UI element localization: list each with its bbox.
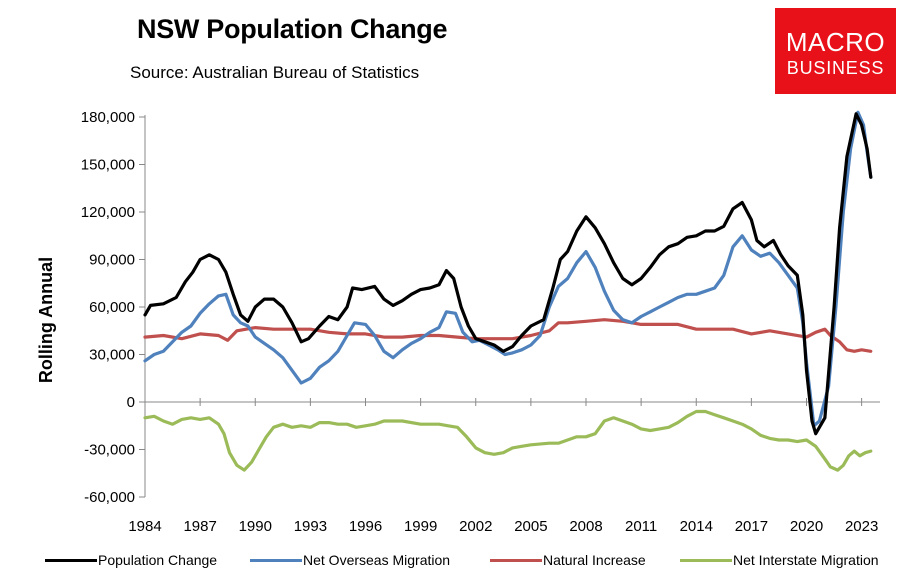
logo-line-2: BUSINESS: [786, 58, 885, 78]
x-tick-label: 1993: [294, 518, 327, 535]
legend-swatch: [680, 558, 732, 562]
x-tick-label: 2014: [680, 518, 713, 535]
legend-swatch: [45, 558, 97, 562]
macro-business-logo: MACRO BUSINESS: [775, 8, 896, 94]
x-tick-label: 1999: [404, 518, 437, 535]
legend-item-net-overseas-migration: Net Overseas Migration: [250, 552, 450, 568]
series-line-net-interstate-migration: [143, 409, 873, 472]
y-tick-label: 0: [127, 394, 135, 411]
x-tick-label: 1990: [239, 518, 272, 535]
x-tick-label: 2008: [569, 518, 602, 535]
x-tick-label: 1984: [128, 518, 161, 535]
x-tick-label: 2011: [625, 518, 657, 535]
legend-swatch: [490, 558, 542, 562]
legend-swatch: [250, 558, 302, 562]
y-tick-label: 150,000: [81, 157, 135, 174]
y-tick-label: 30,000: [89, 347, 135, 364]
x-tick-label: 2017: [735, 518, 768, 535]
y-tick-label: 90,000: [89, 252, 135, 269]
y-tick-label: 120,000: [81, 204, 135, 221]
legend-label: Net Overseas Migration: [303, 552, 451, 568]
x-tick-label: 2020: [790, 518, 823, 535]
series-line-population-change: [143, 112, 873, 436]
legend-label: Natural Increase: [543, 552, 646, 568]
chart-axes: -60,000 -30,000 0 30,000 60,000 90,000 120,000…: [81, 109, 880, 535]
x-tick-label: 2005: [514, 518, 547, 535]
y-tick-label: -30,000: [84, 442, 135, 459]
y-axis-label: Rolling Annual: [36, 257, 56, 383]
chart-subtitle: Source: Australian Bureau of Statistics: [130, 63, 420, 82]
x-tick-label: 1987: [183, 518, 216, 535]
legend-item-population-change: Population Change: [45, 552, 217, 568]
line-chart: -60,000 -30,000 0 30,000 60,000 90,000 120,000…: [36, 109, 880, 535]
legend-label: Net Interstate Migration: [733, 552, 879, 568]
y-tick-label: 60,000: [89, 299, 135, 316]
logo-line-1: MACRO: [785, 27, 886, 57]
x-tick-label: 1996: [349, 518, 382, 535]
y-tick-label: -60,000: [84, 489, 135, 506]
series-line-net-overseas-migration: [143, 110, 873, 428]
chart-legend: Population Change Net Overseas Migration N…: [0, 552, 919, 570]
x-tick-label: 2023: [845, 518, 878, 535]
legend-item-natural-increase: Natural Increase: [490, 552, 646, 568]
legend-label: Population Change: [98, 552, 218, 568]
chart-series: [143, 110, 873, 472]
x-tick-label: 2002: [459, 518, 492, 535]
legend-item-net-interstate-migration: Net Interstate Migration: [680, 552, 879, 568]
chart-title: NSW Population Change: [137, 14, 448, 44]
y-tick-label: 180,000: [81, 109, 135, 126]
